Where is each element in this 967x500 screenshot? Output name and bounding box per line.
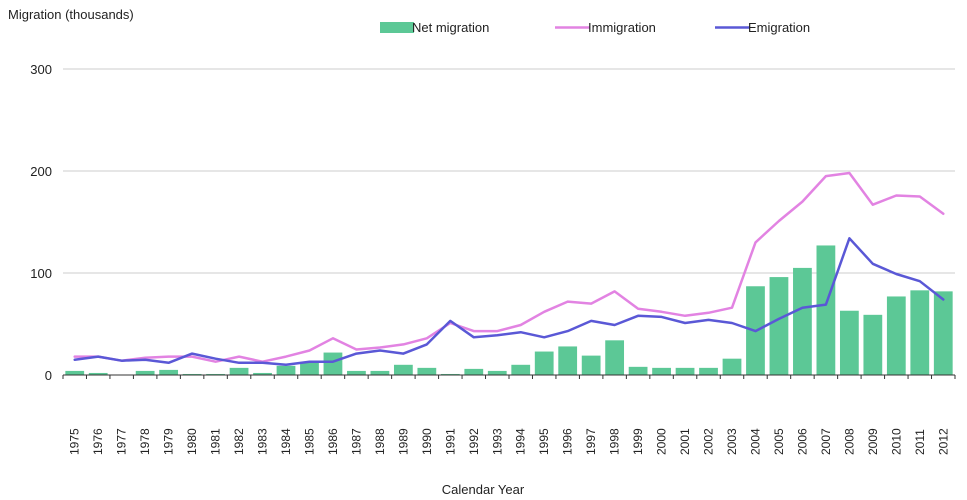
bar: [487, 370, 507, 375]
bar: [347, 370, 366, 375]
y-tick-label: 100: [30, 266, 52, 281]
x-tick-label: 2008: [842, 428, 856, 455]
x-tick-label: 2009: [866, 428, 880, 455]
y-tick-label: 300: [30, 62, 52, 77]
x-axis-title: Calendar Year: [442, 482, 525, 497]
bar: [464, 368, 484, 375]
x-tick-label: 1976: [91, 428, 105, 455]
x-tick-label: 1993: [490, 428, 504, 455]
x-tick-label: 2001: [678, 428, 692, 455]
x-tick-label: 1989: [396, 428, 410, 455]
bar: [722, 358, 742, 375]
legend-item-net-migration: Net migration: [380, 20, 489, 35]
x-tick-label: 1980: [185, 428, 199, 455]
bar: [863, 314, 883, 375]
x-tick-label: 2000: [655, 428, 669, 455]
bar: [534, 351, 554, 375]
x-tick-label: 1986: [326, 428, 340, 455]
x-tick-label: 1991: [443, 428, 457, 455]
bar: [675, 367, 695, 375]
x-tick-label: 2010: [889, 428, 903, 455]
x-tick-label: 2006: [795, 428, 809, 455]
x-tick-label: 1998: [608, 428, 622, 455]
x-tick-label: 1982: [232, 428, 246, 455]
bar: [88, 372, 108, 375]
x-tick-label: 1990: [420, 428, 434, 455]
bar: [276, 365, 296, 375]
x-tick-label: 2012: [936, 428, 950, 455]
bar: [910, 290, 930, 375]
x-tick-label: 1979: [162, 428, 176, 455]
bar: [933, 291, 953, 375]
x-tick-label: 2002: [702, 428, 716, 455]
bar-series-net-migration: [65, 245, 953, 375]
x-tick-label: 2011: [913, 429, 927, 455]
bar: [816, 245, 836, 375]
y-tick-label: 200: [30, 164, 52, 179]
legend-item-immigration: Immigration: [555, 20, 656, 35]
legend-label-net-migration: Net migration: [412, 20, 489, 35]
legend-item-emigration: Emigration: [715, 20, 810, 35]
legend-label-immigration: Immigration: [588, 20, 656, 35]
bar: [300, 362, 319, 375]
bar: [229, 367, 249, 375]
x-tick-label: 1999: [631, 428, 645, 455]
x-tick-label: 1996: [561, 428, 575, 455]
series-line-immigration: [73, 171, 945, 363]
bar: [206, 373, 225, 375]
x-tick-label: 2007: [819, 428, 833, 455]
bar: [182, 373, 202, 375]
bar: [135, 370, 155, 375]
bar: [652, 367, 671, 375]
x-tick-label: 1983: [256, 428, 270, 455]
legend-swatch-net-migration: [380, 22, 414, 33]
bar: [699, 367, 718, 375]
bar: [558, 346, 578, 375]
x-tick-label: 1988: [373, 428, 387, 455]
bar: [253, 372, 272, 375]
x-tick-label: 1997: [584, 428, 598, 455]
bar: [769, 277, 789, 375]
x-tick-label: 1995: [537, 428, 551, 455]
bar: [440, 373, 460, 375]
bar: [793, 267, 812, 375]
bar: [839, 310, 859, 375]
bar: [628, 366, 648, 375]
bar: [605, 340, 625, 375]
bar: [323, 352, 343, 375]
x-tick-label: 1978: [138, 428, 152, 455]
x-axis-ticks: 1975 1976 1977 1978 1979 1980 1981 1982 1983 1984…: [62, 375, 956, 455]
x-tick-label: 2004: [748, 428, 762, 455]
series-line-emigration: [73, 237, 945, 367]
line-series: [73, 171, 945, 367]
bar: [393, 364, 413, 375]
x-tick-label: 1975: [68, 428, 82, 455]
y-axis-ticks: 0 100 200 300: [30, 62, 52, 383]
bar: [65, 370, 85, 375]
legend: Net migration Immigration Emigration: [380, 20, 810, 35]
x-tick-label: 1992: [467, 428, 481, 455]
x-tick-label: 2005: [772, 428, 786, 455]
bar: [581, 355, 601, 375]
y-axis-title: Migration (thousands): [8, 7, 134, 22]
x-tick-label: 1994: [514, 428, 528, 455]
x-tick-label: 1985: [302, 428, 316, 455]
bar: [886, 296, 906, 375]
gridlines: [63, 68, 955, 274]
x-tick-label: 1977: [115, 428, 129, 455]
x-tick-label: 1984: [279, 428, 293, 455]
x-tick-label: 1987: [349, 428, 363, 455]
bar: [417, 367, 437, 375]
bar: [511, 364, 531, 375]
x-tick-label: 1981: [209, 428, 223, 455]
bar: [159, 369, 179, 375]
x-tick-label: 2003: [725, 428, 739, 455]
bar: [370, 370, 390, 375]
legend-label-emigration: Emigration: [748, 20, 810, 35]
y-tick-label: 0: [45, 368, 52, 383]
